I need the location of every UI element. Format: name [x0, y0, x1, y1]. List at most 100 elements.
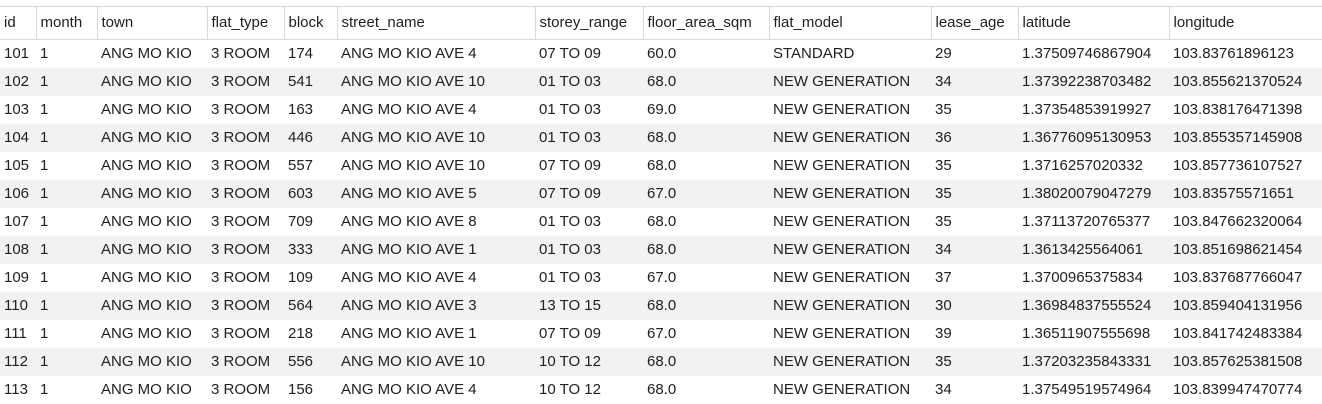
cell-floor-area-sqm[interactable]: 67.0 — [643, 320, 769, 348]
cell-flat-model[interactable]: NEW GENERATION — [769, 96, 931, 124]
cell-town[interactable]: ANG MO KIO — [97, 208, 207, 236]
cell-flat-model[interactable]: NEW GENERATION — [769, 236, 931, 264]
cell-floor-area-sqm[interactable]: 68.0 — [643, 236, 769, 264]
cell-storey-range[interactable]: 07 TO 09 — [535, 180, 643, 208]
cell-id[interactable]: 113 — [0, 376, 36, 404]
cell-block[interactable]: 218 — [284, 320, 337, 348]
cell-longitude[interactable]: 103.857625381508 — [1169, 348, 1322, 376]
cell-flat-type[interactable]: 3 ROOM — [207, 264, 284, 292]
cell-block[interactable]: 446 — [284, 124, 337, 152]
cell-street-name[interactable]: ANG MO KIO AVE 1 — [337, 236, 535, 264]
cell-street-name[interactable]: ANG MO KIO AVE 4 — [337, 96, 535, 124]
cell-flat-type[interactable]: 3 ROOM — [207, 208, 284, 236]
cell-flat-model[interactable]: NEW GENERATION — [769, 124, 931, 152]
cell-street-name[interactable]: ANG MO KIO AVE 1 — [337, 320, 535, 348]
cell-longitude[interactable]: 103.837687766047 — [1169, 264, 1322, 292]
cell-lease-age[interactable]: 39 — [931, 320, 1018, 348]
cell-flat-type[interactable]: 3 ROOM — [207, 236, 284, 264]
cell-floor-area-sqm[interactable]: 69.0 — [643, 96, 769, 124]
cell-street-name[interactable]: ANG MO KIO AVE 5 — [337, 180, 535, 208]
cell-floor-area-sqm[interactable]: 60.0 — [643, 40, 769, 69]
column-header-lease-age[interactable]: lease_age — [931, 7, 1018, 40]
cell-longitude[interactable]: 103.857736107527 — [1169, 152, 1322, 180]
column-header-flat-model[interactable]: flat_model — [769, 7, 931, 40]
cell-latitude[interactable]: 1.37354853919927 — [1018, 96, 1169, 124]
cell-flat-type[interactable]: 3 ROOM — [207, 68, 284, 96]
cell-block[interactable]: 564 — [284, 292, 337, 320]
cell-flat-model[interactable]: NEW GENERATION — [769, 152, 931, 180]
cell-town[interactable]: ANG MO KIO — [97, 68, 207, 96]
cell-longitude[interactable]: 103.847662320064 — [1169, 208, 1322, 236]
cell-flat-type[interactable]: 3 ROOM — [207, 320, 284, 348]
cell-block[interactable]: 163 — [284, 96, 337, 124]
cell-latitude[interactable]: 1.37392238703482 — [1018, 68, 1169, 96]
cell-month[interactable]: 1 — [36, 124, 97, 152]
cell-street-name[interactable]: ANG MO KIO AVE 10 — [337, 68, 535, 96]
cell-block[interactable]: 709 — [284, 208, 337, 236]
cell-id[interactable]: 105 — [0, 152, 36, 180]
cell-latitude[interactable]: 1.36984837555524 — [1018, 292, 1169, 320]
cell-lease-age[interactable]: 37 — [931, 264, 1018, 292]
cell-lease-age[interactable]: 35 — [931, 152, 1018, 180]
cell-longitude[interactable]: 103.851698621454 — [1169, 236, 1322, 264]
cell-street-name[interactable]: ANG MO KIO AVE 10 — [337, 124, 535, 152]
column-header-street-name[interactable]: street_name — [337, 7, 535, 40]
cell-floor-area-sqm[interactable]: 68.0 — [643, 292, 769, 320]
cell-longitude[interactable]: 103.841742483384 — [1169, 320, 1322, 348]
cell-town[interactable]: ANG MO KIO — [97, 264, 207, 292]
cell-id[interactable]: 112 — [0, 348, 36, 376]
cell-block[interactable]: 109 — [284, 264, 337, 292]
cell-latitude[interactable]: 1.36776095130953 — [1018, 124, 1169, 152]
cell-id[interactable]: 103 — [0, 96, 36, 124]
cell-lease-age[interactable]: 29 — [931, 40, 1018, 69]
cell-lease-age[interactable]: 34 — [931, 68, 1018, 96]
column-header-id[interactable]: id — [0, 7, 36, 40]
cell-flat-model[interactable]: NEW GENERATION — [769, 292, 931, 320]
column-header-month[interactable]: month — [36, 7, 97, 40]
cell-block[interactable]: 333 — [284, 236, 337, 264]
column-header-longitude[interactable]: longitude — [1169, 7, 1322, 40]
cell-street-name[interactable]: ANG MO KIO AVE 8 — [337, 208, 535, 236]
cell-block[interactable]: 556 — [284, 348, 337, 376]
cell-lease-age[interactable]: 34 — [931, 376, 1018, 404]
cell-month[interactable]: 1 — [36, 236, 97, 264]
cell-id[interactable]: 101 — [0, 40, 36, 69]
cell-id[interactable]: 107 — [0, 208, 36, 236]
cell-lease-age[interactable]: 35 — [931, 96, 1018, 124]
cell-latitude[interactable]: 1.36511907555698 — [1018, 320, 1169, 348]
cell-block[interactable]: 174 — [284, 40, 337, 69]
cell-month[interactable]: 1 — [36, 348, 97, 376]
cell-id[interactable]: 108 — [0, 236, 36, 264]
cell-floor-area-sqm[interactable]: 68.0 — [643, 68, 769, 96]
cell-flat-model[interactable]: NEW GENERATION — [769, 68, 931, 96]
cell-flat-type[interactable]: 3 ROOM — [207, 124, 284, 152]
cell-floor-area-sqm[interactable]: 68.0 — [643, 208, 769, 236]
cell-flat-type[interactable]: 3 ROOM — [207, 96, 284, 124]
cell-floor-area-sqm[interactable]: 67.0 — [643, 180, 769, 208]
cell-town[interactable]: ANG MO KIO — [97, 236, 207, 264]
cell-latitude[interactable]: 1.37509746867904 — [1018, 40, 1169, 69]
cell-latitude[interactable]: 1.37549519574964 — [1018, 376, 1169, 404]
cell-town[interactable]: ANG MO KIO — [97, 376, 207, 404]
cell-block[interactable]: 603 — [284, 180, 337, 208]
cell-storey-range[interactable]: 01 TO 03 — [535, 236, 643, 264]
cell-flat-type[interactable]: 3 ROOM — [207, 292, 284, 320]
cell-month[interactable]: 1 — [36, 208, 97, 236]
column-header-floor-area-sqm[interactable]: floor_area_sqm — [643, 7, 769, 40]
cell-storey-range[interactable]: 01 TO 03 — [535, 124, 643, 152]
cell-month[interactable]: 1 — [36, 264, 97, 292]
column-header-block[interactable]: block — [284, 7, 337, 40]
cell-town[interactable]: ANG MO KIO — [97, 348, 207, 376]
cell-town[interactable]: ANG MO KIO — [97, 292, 207, 320]
cell-id[interactable]: 110 — [0, 292, 36, 320]
column-header-town[interactable]: town — [97, 7, 207, 40]
cell-latitude[interactable]: 1.37203235843331 — [1018, 348, 1169, 376]
